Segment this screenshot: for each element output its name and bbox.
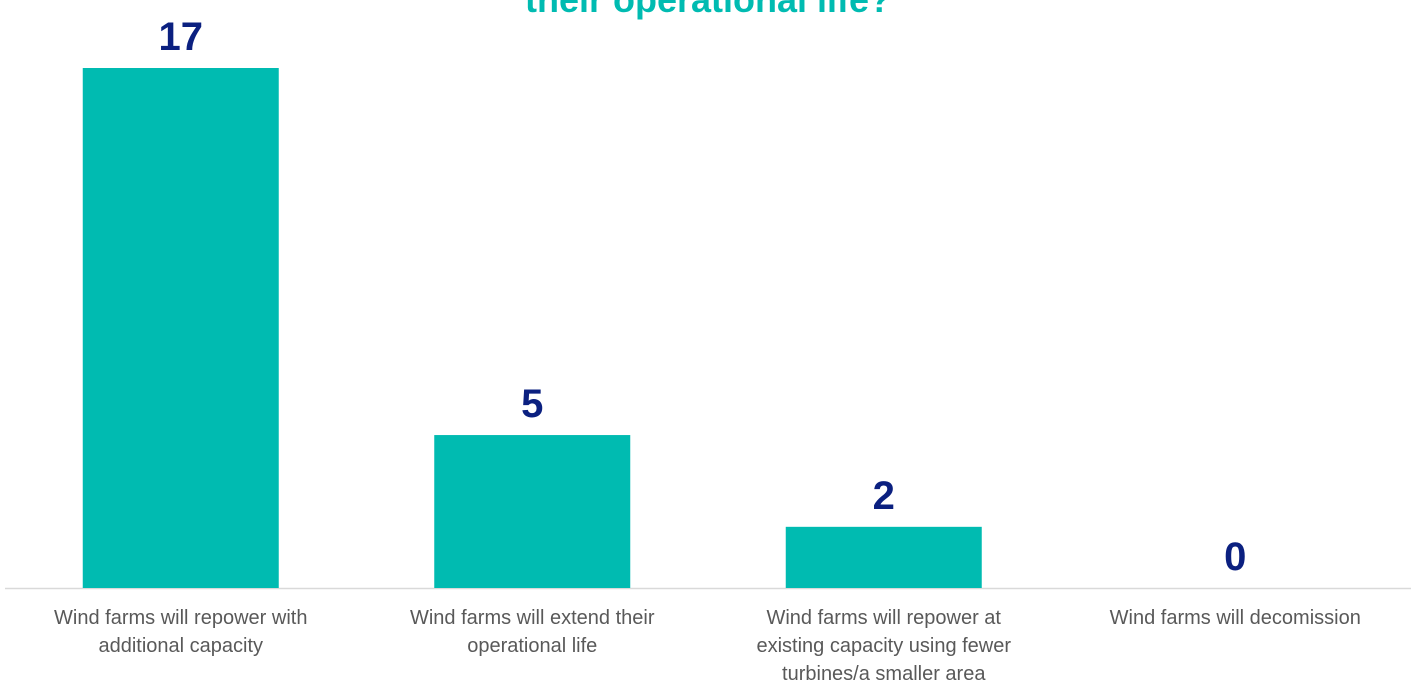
data-label-2: 5 [521,382,543,426]
category-label-3: Wind farms will repower at existing capac… [756,607,1011,685]
category-label-4: Wind farms will decomission [1110,607,1361,629]
bar-1 [82,68,279,588]
data-label-1: 17 [159,15,204,59]
data-label-3: 2 [873,474,895,518]
chart-title: their operational life? [0,0,1416,20]
bar-3 [785,526,982,588]
bar-2 [434,435,631,588]
category-label-2: Wind farms will extend their operational … [410,607,655,657]
category-label-1: Wind farms will repower with additional c… [54,607,307,657]
data-label-4: 0 [1224,535,1246,579]
